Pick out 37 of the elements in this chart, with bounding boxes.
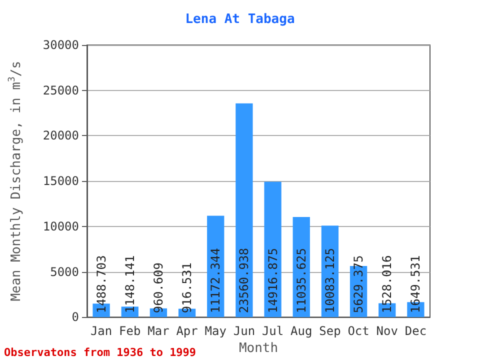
text: Observatons from 1936 to 1999 [4, 346, 196, 359]
data-label: 1488.703 [94, 255, 108, 314]
x-tick-label: Apr [176, 324, 198, 338]
x-tick-label: Oct [348, 324, 370, 338]
y-tick-label: 25000 [42, 83, 79, 98]
y-tick-label: 0 [72, 310, 79, 324]
y-axis-title: Mean Monthly Discharge, in m3/s [8, 60, 24, 302]
x-tick-label: Jan [90, 324, 112, 338]
data-label: 10083.125 [322, 248, 337, 314]
x-tick-label: Jul [262, 324, 284, 338]
chart-title: Lena At Tabaga [185, 12, 295, 27]
data-label: 14916.875 [266, 248, 280, 314]
x-tick-label: Nov [376, 324, 398, 338]
x-tick-label: Aug [290, 324, 312, 338]
x-tick-label: Jun [233, 324, 256, 338]
x-axis-title: Month [238, 341, 278, 356]
data-label: 916.531 [180, 262, 194, 314]
data-label: 1649.531 [408, 255, 423, 314]
x-tick-label: Sep [319, 324, 341, 338]
bar [236, 103, 253, 318]
data-label: 11172.344 [208, 248, 223, 314]
x-tick-label: May [204, 324, 226, 338]
y-tick-label: 5000 [50, 264, 79, 279]
y-tick-label: 20000 [42, 128, 79, 143]
data-label: 23560.938 [237, 248, 252, 314]
x-tick-label: Feb [119, 324, 141, 338]
data-label: 960.609 [151, 262, 166, 314]
y-tick-label: 30000 [42, 38, 79, 52]
y-tick-label: 10000 [42, 219, 79, 234]
y-tick-label: 15000 [42, 174, 79, 188]
data-label: 5629.375 [352, 255, 366, 314]
x-tick-label: Mar [148, 324, 170, 338]
data-label: 11035.625 [294, 248, 308, 314]
bar [264, 182, 282, 318]
x-tick-label: Dec [404, 324, 427, 338]
data-label: 1528.016 [380, 255, 394, 314]
data-label: 1148.141 [122, 255, 137, 314]
